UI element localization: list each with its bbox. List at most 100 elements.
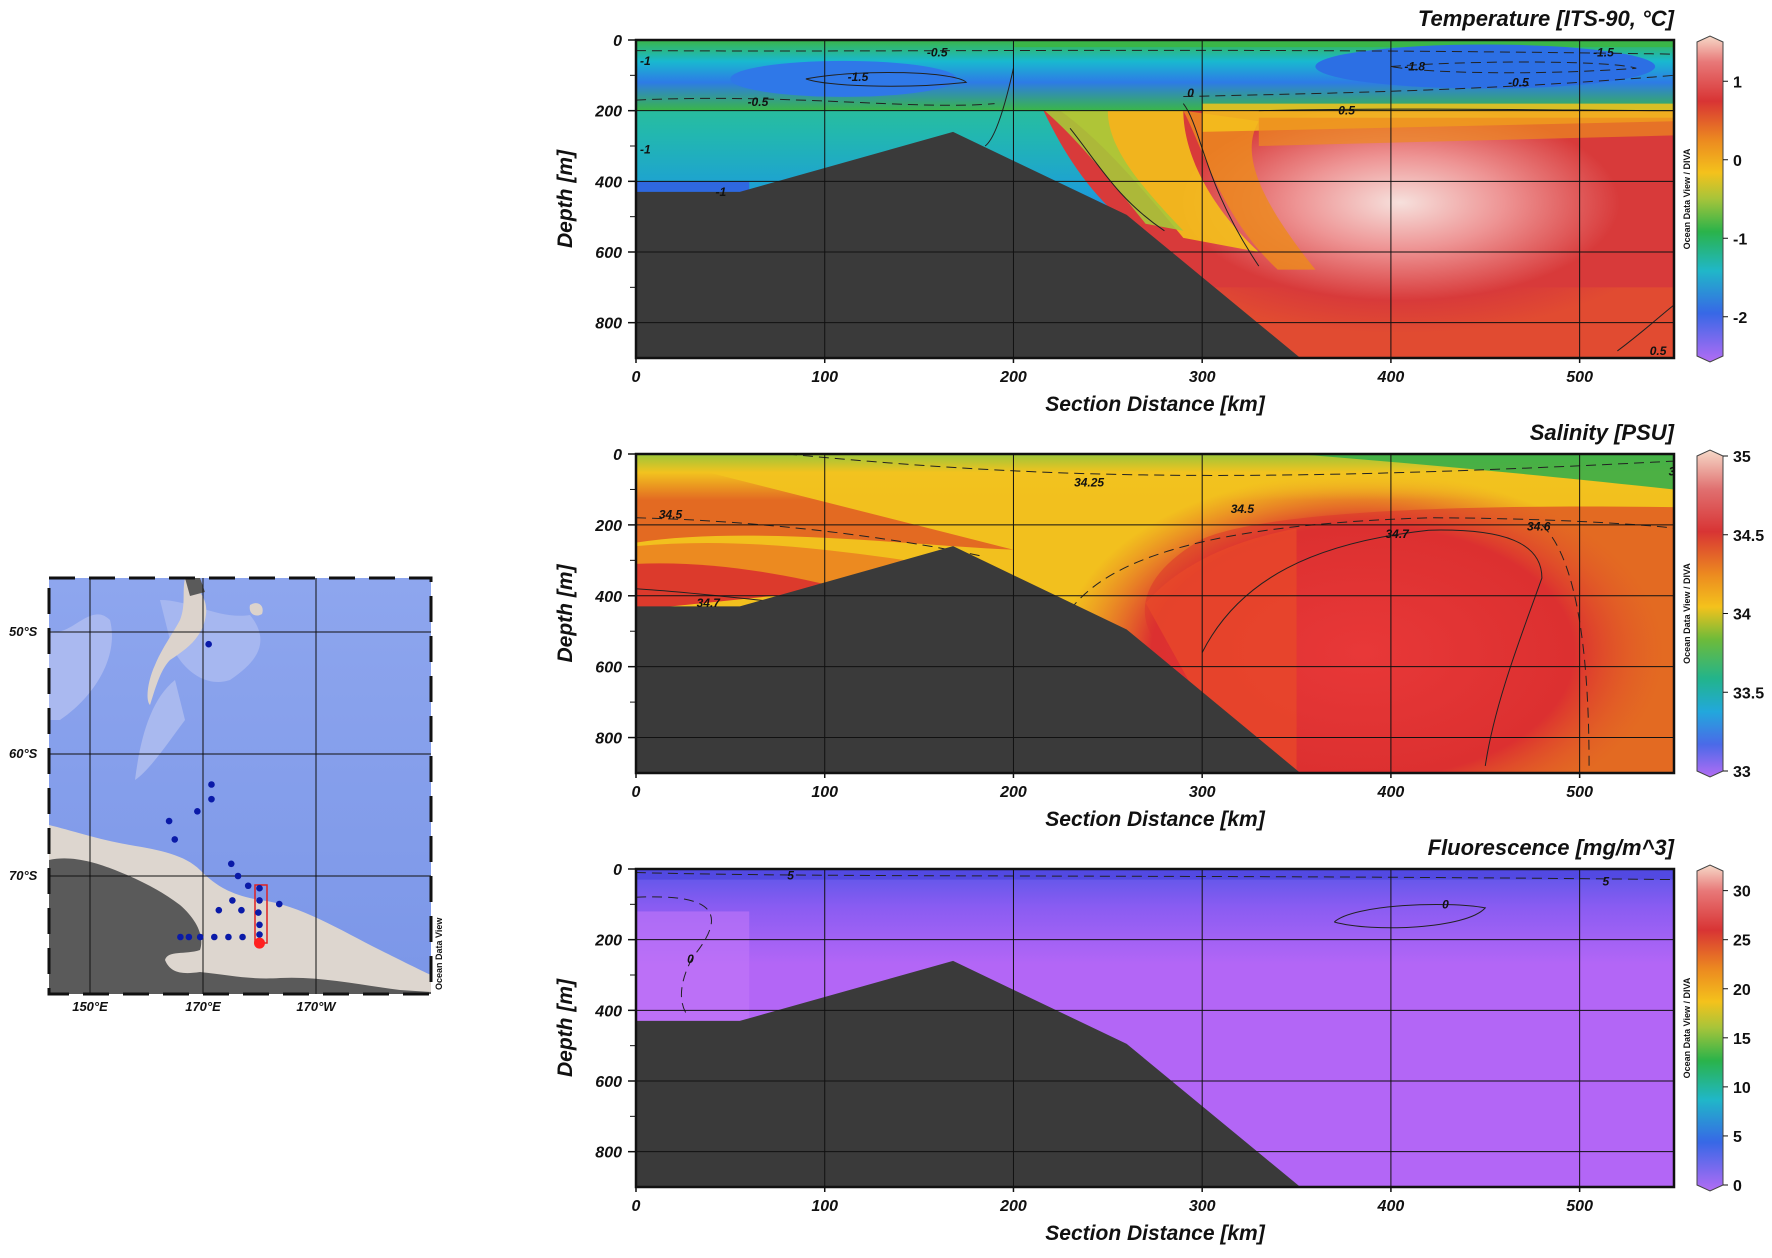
colorbar	[1696, 864, 1724, 1192]
x-tick-label: 300	[1189, 369, 1216, 386]
colorbar-tick-label: 33.5	[1733, 685, 1764, 702]
x-tick-label: 300	[1189, 1198, 1216, 1215]
contour-label: -1.5	[1593, 45, 1614, 59]
y-tick-label: 400	[594, 1003, 622, 1020]
map-lon-label-170e: 170°E	[185, 999, 221, 1014]
contour-label: -1	[640, 54, 651, 68]
x-tick-label: 100	[811, 1198, 838, 1215]
x-tick-label: 0	[632, 369, 641, 386]
y-tick-label: 600	[595, 245, 622, 262]
colorbar-tick-label: 5	[1733, 1129, 1742, 1146]
map-credit: Ocean Data View	[434, 917, 444, 990]
y-tick-label: 600	[595, 660, 622, 677]
contour-label: 34.5	[659, 507, 683, 521]
y-tick-label: 200	[594, 933, 622, 950]
y-axis-label: Depth [m]	[554, 149, 577, 248]
y-tick-label: 200	[594, 104, 622, 121]
highlighted-station-marker	[254, 937, 265, 949]
chart-title: Salinity [PSU]	[1530, 420, 1675, 445]
chart-title: Fluorescence [mg/m^3]	[1428, 835, 1675, 860]
station-marker	[256, 931, 263, 938]
station-marker	[244, 882, 252, 890]
y-axis-label: Depth [m]	[554, 564, 577, 663]
station-marker	[256, 884, 263, 892]
temp-contour	[984, 68, 1014, 147]
temp-bottom-cold	[636, 181, 750, 192]
colorbar-credit: Ocean Data View / DIVA	[1682, 977, 1692, 1078]
y-axis-label: Depth [m]	[554, 978, 577, 1077]
station-marker	[194, 808, 201, 815]
colorbar-tick-label: 33	[1733, 764, 1751, 781]
station-markers	[165, 640, 283, 949]
seafloor-bathymetry	[636, 960, 1674, 1187]
x-tick-label: 0	[632, 784, 641, 801]
temp-contour	[1390, 61, 1637, 74]
map-lat-label-50s: 50°S	[9, 624, 38, 639]
contour-label: 0	[1187, 86, 1194, 100]
temp-orange-band	[1258, 117, 1674, 146]
station-marker	[215, 906, 223, 914]
y-tick-label: 800	[595, 731, 622, 748]
temp-contour	[636, 49, 1674, 55]
station-marker	[208, 795, 215, 803]
station-marker	[239, 933, 246, 941]
colorbar-credit: Ocean Data View / DIVA	[1682, 148, 1692, 249]
temp-contour	[805, 72, 968, 87]
contour-label: 5	[1603, 874, 1610, 888]
temp-transition	[1013, 82, 1259, 253]
colorbar-tick-label: 35	[1733, 449, 1751, 466]
map-antarctica	[49, 858, 431, 994]
section-panel-1: 34.25 34.5 34.5 34.7 34.6 34.7 3 0 100 200 300 400 5…	[554, 420, 1764, 831]
station-marker	[211, 933, 218, 941]
fluo-contour	[636, 872, 1674, 881]
plot-frame	[634, 867, 1676, 1189]
y-tick-label: 0	[613, 447, 622, 464]
station-marker	[229, 897, 236, 904]
colorbar-tick-label: 10	[1733, 1080, 1751, 1097]
contour-label: -0.5	[748, 95, 769, 109]
map-shelf	[49, 614, 112, 720]
x-tick-label: 500	[1566, 784, 1593, 801]
seafloor-bathymetry	[636, 546, 1674, 773]
map-new-zealand	[147, 578, 207, 705]
y-tick-label: 0	[613, 33, 622, 50]
y-tick-label: 0	[613, 862, 622, 879]
seafloor-bathymetry	[636, 131, 1674, 358]
station-marker	[256, 897, 263, 904]
station-marker	[185, 933, 193, 941]
chart-title: Temperature [ITS-90, °C]	[1418, 6, 1675, 31]
x-tick-label: 200	[999, 1198, 1027, 1215]
station-marker	[227, 860, 235, 868]
x-tick-label: 200	[999, 784, 1027, 801]
map-lon-label-150e: 150°E	[72, 999, 108, 1014]
station-marker	[225, 933, 232, 941]
temp-cold-surface-left	[730, 60, 957, 97]
x-tick-label: 500	[1566, 1198, 1593, 1215]
sal-red-flank	[1145, 528, 1297, 773]
temp-transition-orange	[1183, 110, 1316, 270]
fluo-contour	[1333, 903, 1487, 929]
y-tick-label: 400	[594, 589, 622, 606]
contour-label: 34.5	[1231, 502, 1255, 516]
colorbar	[1696, 449, 1724, 778]
colorbar-tick-label: -1	[1733, 231, 1747, 248]
station-marker	[256, 921, 263, 929]
station-marker	[234, 872, 242, 880]
x-tick-label: 100	[811, 369, 838, 386]
y-tick-label: 400	[594, 174, 622, 191]
x-tick-label: 400	[1377, 1198, 1405, 1215]
x-axis-label: Section Distance [km]	[1045, 1222, 1265, 1245]
sal-contour	[1201, 529, 1543, 766]
colorbar-tick-label: -2	[1733, 310, 1747, 327]
station-marker	[208, 781, 215, 788]
contour-label: -1.5	[848, 70, 869, 84]
temp-cold-surface-right	[1315, 44, 1656, 89]
temp-contour	[1183, 74, 1674, 98]
x-tick-label: 400	[1377, 369, 1405, 386]
map-lat-label-70s: 70°S	[9, 868, 38, 883]
contour-label: -0.5	[1508, 75, 1529, 89]
contour-label: 34.25	[1074, 475, 1104, 489]
sal-red-left	[636, 563, 844, 610]
